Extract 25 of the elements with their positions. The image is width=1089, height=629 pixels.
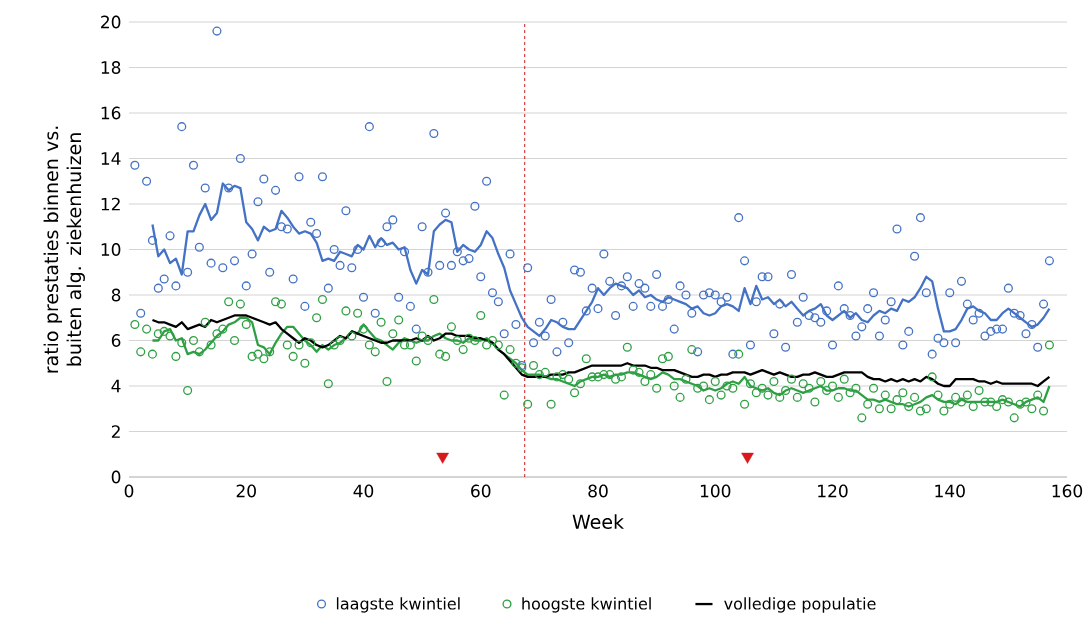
x-tick-label: 120 — [818, 484, 848, 498]
y-tick-label: 16 — [101, 106, 121, 120]
y-tick-label: 0 — [111, 470, 121, 484]
legend-label: volledige populatie — [724, 597, 876, 613]
y-tick-label: 6 — [111, 334, 121, 347]
x-tick-label: 80 — [588, 484, 608, 498]
x-tick-label: 100 — [700, 484, 731, 498]
legend-label: laagste kwintiel — [336, 597, 460, 613]
x-axis-title: Week — [572, 514, 624, 529]
y-tick-label: 4 — [111, 379, 121, 393]
y-tick-label: 2 — [111, 425, 120, 438]
x-tick-label: 160 — [1052, 484, 1083, 498]
x-tick-label: 20 — [236, 484, 256, 498]
x-tick-label: 60 — [471, 484, 491, 498]
x-tick-label: 0 — [124, 484, 134, 498]
legend-label: hoogste kwintiel — [522, 597, 651, 613]
y-tick-label: 14 — [101, 152, 121, 165]
x-tick-label: 40 — [353, 484, 374, 498]
y-tick-label: 18 — [101, 61, 121, 74]
y-tick-label: 8 — [111, 288, 121, 302]
y-tick-label: 10 — [101, 243, 121, 256]
x-tick-label: 140 — [935, 484, 965, 498]
y-axis-title: ratio prestaties binnen vs. buiten alg. ziekenhuizen — [43, 126, 85, 373]
y-tick-label: 20 — [101, 15, 121, 29]
y-tick-label: 12 — [101, 197, 120, 211]
